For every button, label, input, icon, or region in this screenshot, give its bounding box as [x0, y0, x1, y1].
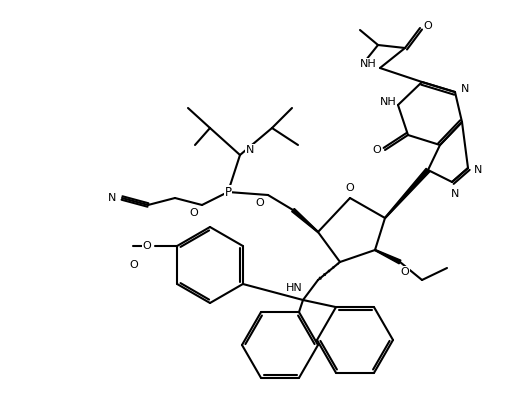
- Polygon shape: [375, 250, 401, 264]
- Polygon shape: [385, 168, 430, 219]
- Text: N: N: [461, 84, 469, 94]
- Text: P: P: [224, 185, 231, 198]
- Text: O: O: [129, 260, 138, 270]
- Text: O: O: [189, 208, 198, 218]
- Text: O: O: [346, 183, 354, 193]
- Text: O: O: [143, 241, 151, 251]
- Polygon shape: [292, 209, 318, 232]
- Text: O: O: [400, 267, 409, 277]
- Text: O: O: [256, 198, 264, 208]
- Text: N: N: [246, 145, 254, 155]
- Text: NH: NH: [379, 97, 396, 107]
- Text: HN: HN: [286, 283, 303, 293]
- Text: NH: NH: [360, 59, 376, 69]
- Text: N: N: [451, 189, 459, 199]
- Text: O: O: [424, 21, 432, 31]
- Text: O: O: [373, 145, 382, 155]
- Text: N: N: [474, 165, 482, 175]
- Text: N: N: [108, 193, 116, 203]
